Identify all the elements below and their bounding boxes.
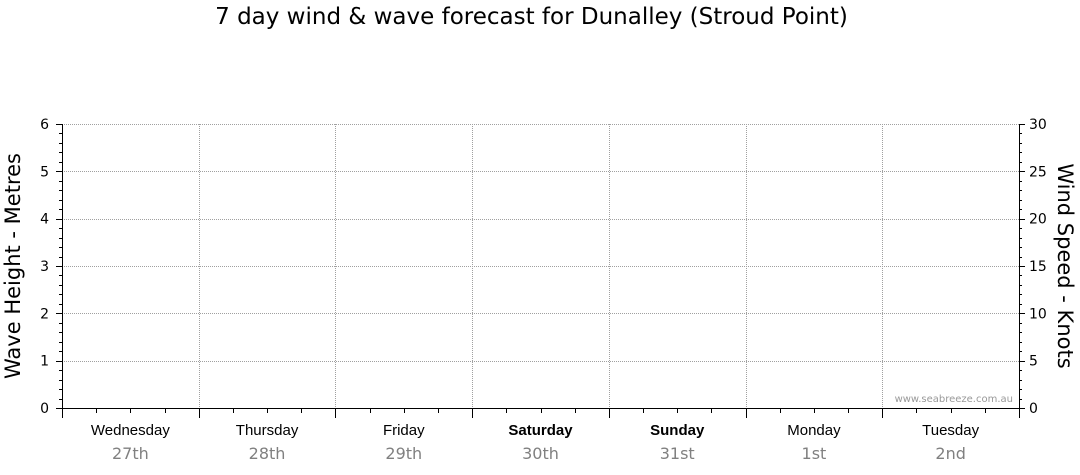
day-date-label: 28th [249,444,286,463]
left-axis-tick-label: 5 [40,164,49,180]
right-axis-tick-label: 5 [1029,354,1038,370]
right-axis-tick-label: 25 [1029,164,1047,180]
day-date-label: 31st [660,444,695,463]
right-axis-tick-label: 10 [1029,306,1047,322]
right-axis-title: Wind Speed - Knots [1053,163,1077,368]
right-axis-tick-label: 0 [1029,401,1038,417]
right-axis-tick-label: 15 [1029,259,1047,275]
label-layer: 0 1 2 3 4 5 6 0 5 10 15 20 25 30 Wednesday 27th Thursday… [40,117,1047,463]
day-date-label: 1st [802,444,827,463]
day-name-label: Monday [787,422,841,439]
day-name-label: Sunday [650,422,705,439]
day-name-label: Wednesday [91,422,170,439]
left-axis-title: Wave Height - Metres [1,153,25,379]
day-date-label: 27th [112,444,149,463]
day-name-label: Friday [383,422,425,439]
day-name-label: Tuesday [922,422,979,439]
grid-layer [62,124,1019,408]
right-axis-tick-label: 20 [1029,212,1047,228]
day-date-label: 2nd [935,444,965,463]
day-date-label: 29th [385,444,422,463]
left-axis-tick-label: 2 [40,306,49,322]
day-date-label: 30th [522,444,559,463]
right-axis-tick-label: 30 [1029,117,1047,133]
left-axis-tick-label: 4 [40,212,49,228]
left-axis-tick-label: 1 [40,354,49,370]
watermark-text: www.seabreeze.com.au [895,394,1013,405]
left-axis-tick-label: 6 [40,117,49,133]
day-name-label: Saturday [508,422,573,439]
left-axis-tick-label: 3 [40,259,49,275]
day-name-label: Thursday [236,422,299,439]
axis-layer [56,124,1025,418]
chart-title: 7 day wind & wave forecast for Dunalley … [215,4,848,30]
left-axis-tick-label: 0 [40,401,49,417]
